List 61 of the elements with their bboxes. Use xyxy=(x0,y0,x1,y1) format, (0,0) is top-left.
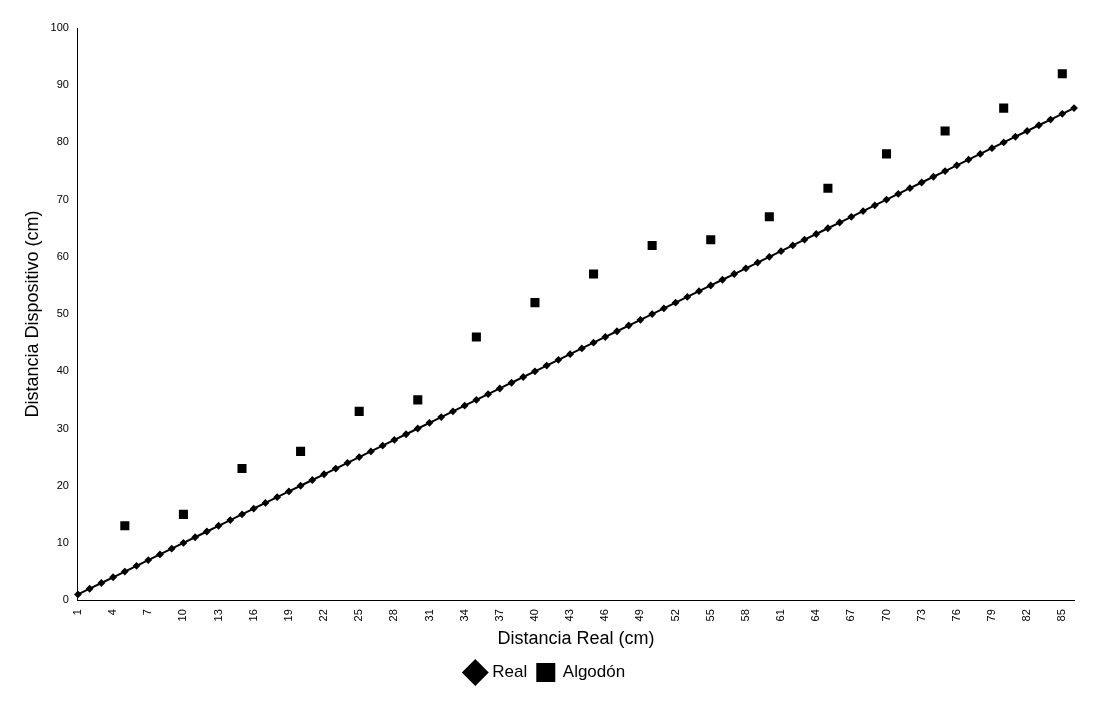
point xyxy=(940,126,950,136)
legend-label: Algodón xyxy=(562,662,626,682)
y-tick-label: 0 xyxy=(62,593,69,606)
x-tick-label: 37 xyxy=(492,609,505,622)
x-tick-label: 64 xyxy=(809,609,822,622)
x-tick-label: 55 xyxy=(703,609,716,622)
y-tick-label: 30 xyxy=(56,421,69,434)
x-tick-label: 79 xyxy=(985,609,997,622)
point xyxy=(413,395,423,405)
point xyxy=(471,332,481,342)
x-tick-label: 61 xyxy=(774,609,787,622)
x-tick-label: 34 xyxy=(457,609,470,622)
x-tick-label: 76 xyxy=(949,609,962,622)
x-tick-label: 19 xyxy=(281,609,294,622)
point xyxy=(647,240,657,250)
point xyxy=(706,235,716,245)
x-tick-label: 22 xyxy=(317,609,330,622)
point xyxy=(1057,69,1067,79)
x-tick-label: 7 xyxy=(141,609,154,616)
x-tick-label: 28 xyxy=(387,609,400,622)
point xyxy=(354,406,364,416)
point xyxy=(589,269,599,279)
y-tick-label: 70 xyxy=(56,192,69,205)
point xyxy=(296,446,306,456)
x-axis-title: Distancia Real (cm) xyxy=(497,628,655,649)
y-tick-label: 90 xyxy=(56,78,69,91)
point xyxy=(823,183,833,193)
x-tick-label: 70 xyxy=(879,609,892,622)
x-tick-label: 31 xyxy=(422,609,435,622)
x-tick-label: 85 xyxy=(1055,609,1068,622)
x-tick-label: 67 xyxy=(844,609,857,622)
x-tick-label: 16 xyxy=(246,609,259,622)
x-tick-label: 82 xyxy=(1020,609,1033,622)
point xyxy=(999,103,1009,113)
x-tick-label: 13 xyxy=(211,609,224,622)
y-axis-title: Distancia Dispositivo (cm) xyxy=(21,210,42,418)
x-tick-label: 25 xyxy=(352,609,365,622)
x-tick-label: 40 xyxy=(527,609,540,622)
point xyxy=(530,298,540,308)
point xyxy=(881,149,892,159)
x-tick-label: 49 xyxy=(633,609,646,622)
y-tick-label: 20 xyxy=(56,478,69,491)
point xyxy=(178,509,188,519)
x-tick-label: 46 xyxy=(598,609,611,622)
y-tick-label: 60 xyxy=(56,249,69,262)
y-tick-label: 40 xyxy=(56,364,69,377)
x-tick-label: 43 xyxy=(563,609,576,622)
y-tick-label: 80 xyxy=(56,135,69,148)
x-tick-label: 52 xyxy=(668,609,681,622)
point xyxy=(120,521,130,531)
y-tick-label: 100 xyxy=(50,21,69,34)
legend-label: Real xyxy=(492,662,528,682)
point xyxy=(764,212,774,222)
x-tick-label: 73 xyxy=(914,609,927,622)
x-tick-label: 10 xyxy=(176,609,189,622)
x-tick-label: 4 xyxy=(106,609,119,616)
x-tick-label: 1 xyxy=(70,609,83,616)
y-tick-label: 10 xyxy=(56,535,69,548)
y-tick-label: 50 xyxy=(56,307,69,320)
x-tick-label: 58 xyxy=(738,609,751,622)
point xyxy=(237,464,247,474)
